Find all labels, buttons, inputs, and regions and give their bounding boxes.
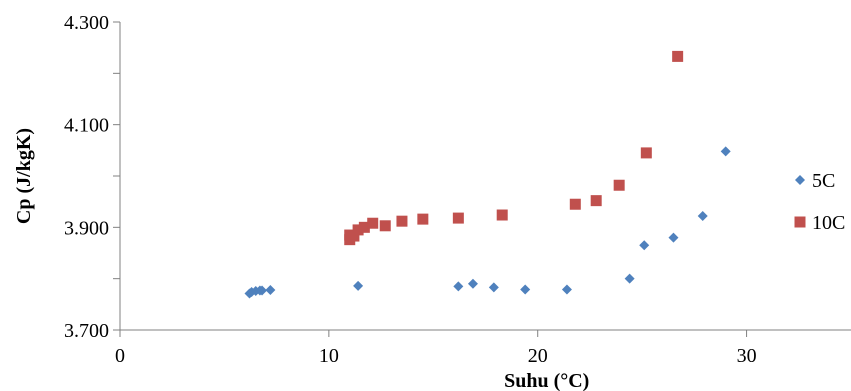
- data-point-5c: [467, 278, 478, 289]
- data-point-10c: [569, 198, 581, 210]
- x-axis-ticks: 0 10 20 30: [115, 330, 757, 367]
- data-point-10c: [640, 147, 652, 159]
- legend-item-10c: 10C: [794, 212, 845, 234]
- x-tick-label: 30: [737, 345, 757, 367]
- series-10c: [344, 50, 684, 246]
- data-point-5c: [353, 280, 364, 291]
- legend-marker: [795, 175, 805, 185]
- data-point-10c: [367, 217, 379, 229]
- data-point-5c: [639, 240, 650, 251]
- legend-label: 10C: [812, 212, 845, 234]
- y-axis-title: Cp (J/kgK): [13, 128, 35, 224]
- data-point-5c: [624, 273, 635, 284]
- y-tick-label: 3.900: [64, 217, 109, 239]
- data-point-5c: [668, 232, 679, 243]
- y-tick-label: 4.100: [64, 115, 109, 137]
- data-point-10c: [672, 50, 684, 62]
- x-axis-title: Suhu (°C): [504, 370, 589, 391]
- x-tick-label: 10: [319, 345, 339, 367]
- data-point-5c: [265, 284, 276, 295]
- data-point-10c: [590, 195, 602, 207]
- x-tick-label: 0: [115, 345, 125, 367]
- data-point-5c: [561, 284, 572, 295]
- plot-area: 3.700 3.900 4.100 4.300 0 10 20 30: [64, 12, 851, 367]
- data-point-10c: [396, 215, 408, 227]
- data-point-10c: [452, 212, 464, 224]
- data-point-5c: [488, 282, 499, 293]
- series-5c: [244, 146, 731, 299]
- data-point-5c: [257, 285, 268, 296]
- data-point-5c: [453, 281, 464, 292]
- legend: 5C 10C: [794, 170, 845, 234]
- legend-item-5c: 5C: [795, 170, 835, 192]
- legend-label: 5C: [812, 170, 835, 192]
- y-tick-label: 3.700: [64, 320, 109, 342]
- data-point-5c: [720, 146, 731, 157]
- data-points: [244, 50, 731, 299]
- data-point-10c: [417, 213, 429, 225]
- x-tick-label: 20: [528, 345, 548, 367]
- data-point-10c: [352, 224, 364, 236]
- data-point-10c: [613, 179, 625, 191]
- y-tick-label: 4.300: [64, 12, 109, 34]
- data-point-10c: [348, 230, 360, 242]
- data-point-10c: [379, 220, 391, 232]
- y-axis-ticks: 3.700 3.900 4.100 4.300: [64, 12, 120, 342]
- data-point-10c: [496, 209, 508, 221]
- data-point-10c: [358, 221, 370, 233]
- data-point-5c: [697, 211, 708, 222]
- legend-marker: [794, 216, 806, 228]
- data-point-5c: [520, 284, 531, 295]
